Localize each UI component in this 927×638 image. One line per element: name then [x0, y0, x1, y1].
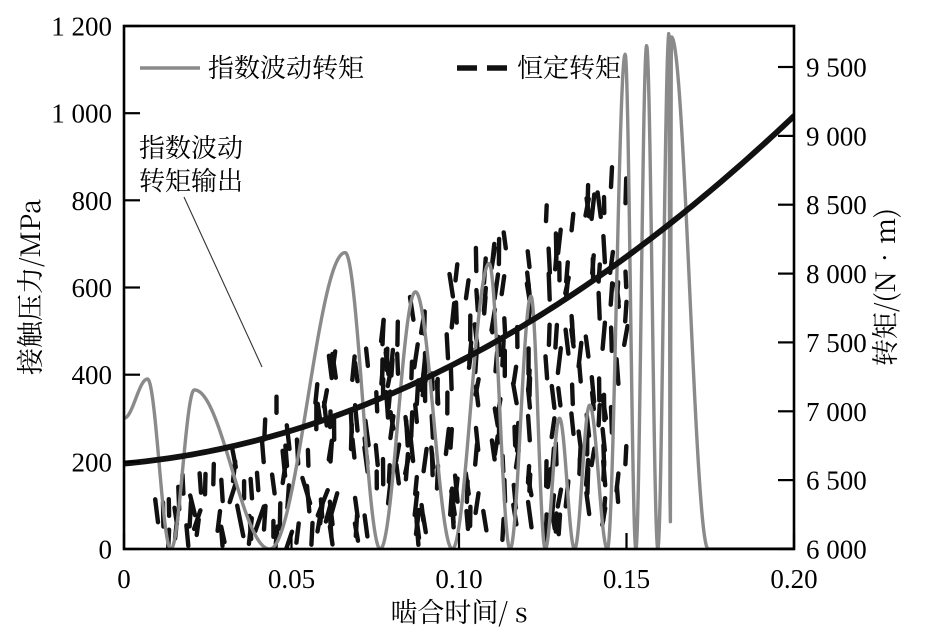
svg-text:8 000: 8 000: [806, 259, 867, 289]
svg-text:0.20: 0.20: [770, 564, 817, 594]
svg-text:6 500: 6 500: [806, 466, 867, 496]
svg-text:啮合时间/ s: 啮合时间/ s: [390, 591, 527, 630]
svg-text:400: 400: [72, 360, 113, 390]
svg-text:转矩输出: 转矩输出: [139, 161, 243, 198]
svg-text:0: 0: [117, 564, 131, 594]
svg-text:1 000: 1 000: [51, 99, 112, 129]
svg-text:200: 200: [72, 447, 113, 477]
svg-text:9 000: 9 000: [806, 121, 867, 151]
svg-text:转矩/(N•m): 转矩/(N•m): [864, 208, 903, 366]
svg-text:恒定转矩: 恒定转矩: [517, 48, 621, 85]
svg-text:0.10: 0.10: [435, 564, 482, 594]
svg-text:6 000: 6 000: [806, 535, 867, 565]
svg-text:7 500: 7 500: [806, 328, 867, 358]
svg-text:8 500: 8 500: [806, 190, 867, 220]
svg-text:0: 0: [99, 535, 113, 565]
svg-text:0.15: 0.15: [603, 564, 650, 594]
svg-text:0.05: 0.05: [268, 564, 315, 594]
svg-text:指数波动转矩: 指数波动转矩: [208, 48, 364, 85]
svg-text:指数波动: 指数波动: [139, 128, 243, 165]
svg-text:7 000: 7 000: [806, 397, 867, 427]
svg-text:800: 800: [72, 186, 113, 216]
svg-text:600: 600: [72, 273, 113, 303]
svg-text:1 200: 1 200: [51, 12, 112, 42]
svg-text:9 500: 9 500: [806, 53, 867, 83]
svg-text:接触压力/MPa: 接触压力/MPa: [9, 199, 48, 375]
